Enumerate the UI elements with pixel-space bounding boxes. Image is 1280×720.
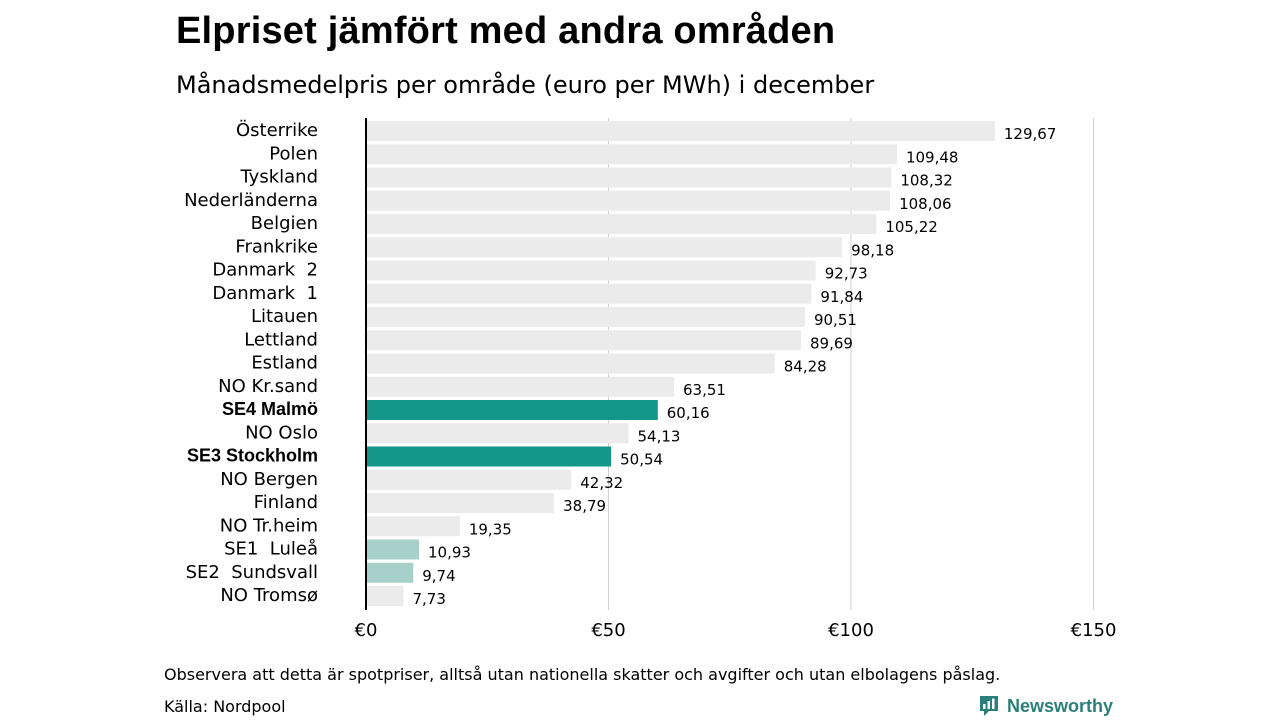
bar — [366, 586, 404, 606]
value-label: 90,51 — [814, 311, 857, 329]
bars — [366, 121, 995, 606]
bar — [366, 214, 877, 234]
category-label: Estland — [251, 353, 318, 374]
bar — [366, 190, 891, 211]
footnote: Observera att detta är spotpriser, allts… — [164, 665, 1001, 684]
value-label: 129,67 — [1004, 125, 1056, 143]
value-label: 63,51 — [683, 381, 726, 399]
bar — [366, 237, 843, 258]
x-tick-label: €100 — [828, 620, 874, 641]
value-label: 89,69 — [810, 334, 853, 352]
bar — [366, 516, 460, 537]
value-label: 19,35 — [469, 520, 512, 538]
bar — [366, 144, 897, 165]
bar — [366, 400, 658, 420]
bar — [366, 121, 995, 141]
x-tick-label: €0 — [355, 620, 378, 641]
bar — [366, 167, 892, 188]
value-label: 84,28 — [784, 358, 827, 376]
value-label: 54,13 — [638, 427, 681, 445]
bar — [366, 330, 801, 351]
bar — [366, 423, 629, 444]
value-label: 108,06 — [899, 195, 952, 213]
category-label: SE2 Sundsvall — [186, 562, 318, 583]
bar — [366, 539, 420, 560]
bar — [366, 446, 612, 467]
value-label: 7,73 — [412, 590, 445, 608]
category-label: NO Bergen — [220, 469, 318, 490]
value-label: 42,32 — [580, 474, 623, 492]
category-label: Polen — [269, 143, 318, 164]
value-labels: 129,67 109,48 108,32 108,06 105,22 98,18 92,73… — [412, 125, 1056, 608]
category-label: Belgien — [251, 213, 318, 234]
value-label: 98,18 — [851, 241, 894, 259]
value-label: 105,22 — [885, 218, 938, 236]
x-tick-label: €50 — [591, 620, 625, 641]
bar — [366, 562, 414, 583]
bar — [366, 469, 572, 490]
brand-name: Newsworthy — [1007, 695, 1114, 716]
brand: Newsworthy — [978, 694, 1113, 718]
chart-subtitle: Månadsmedelpris per område (euro per MWh… — [176, 71, 875, 99]
value-label: 50,54 — [620, 451, 663, 469]
category-label: SE3 Stockholm — [187, 446, 318, 466]
chart-title: Elpriset jämfört med andra områden — [176, 10, 836, 52]
category-label: Tyskland — [239, 167, 318, 188]
category-label: NO Oslo — [245, 422, 318, 443]
bar — [366, 307, 805, 327]
category-label: Frankrike — [235, 236, 318, 257]
category-label: NO Kr.sand — [218, 376, 318, 397]
bar — [366, 376, 675, 397]
bar — [366, 283, 812, 304]
category-label: Österrike — [236, 119, 318, 141]
category-label: SE4 Malmö — [222, 399, 318, 419]
value-label: 108,32 — [900, 172, 953, 190]
value-label: 109,48 — [906, 148, 959, 166]
category-label: NO Tromsø — [220, 585, 318, 606]
category-label: SE1 Luleå — [224, 539, 318, 560]
bar — [366, 493, 555, 513]
value-label: 91,84 — [820, 288, 863, 306]
category-label: Danmark 1 — [212, 283, 318, 304]
x-axis-ticks: €0 €50 €100 €150 — [355, 620, 1117, 641]
newsworthy-logo-icon — [980, 696, 998, 716]
category-label: NO Tr.heim — [220, 515, 318, 536]
category-label: Danmark 2 — [212, 260, 318, 281]
value-label: 60,16 — [667, 404, 710, 422]
category-label: Finland — [254, 492, 318, 513]
value-label: 38,79 — [563, 497, 606, 515]
source-text: Källa: Nordpool — [164, 697, 286, 716]
category-label: Litauen — [251, 306, 318, 327]
value-label: 9,74 — [422, 567, 455, 585]
bar — [366, 353, 775, 374]
value-label: 10,93 — [428, 544, 471, 562]
category-label: Nederländerna — [184, 190, 318, 211]
bar — [366, 260, 816, 281]
x-tick-label: €150 — [1071, 620, 1117, 641]
category-label: Lettland — [244, 329, 318, 350]
value-label: 92,73 — [825, 265, 868, 283]
